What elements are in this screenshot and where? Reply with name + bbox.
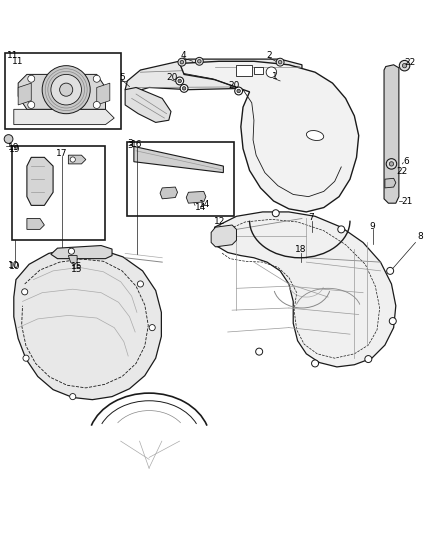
Circle shape: [180, 60, 184, 64]
Text: 11: 11: [12, 57, 24, 66]
Text: 3: 3: [127, 141, 133, 150]
Circle shape: [279, 60, 282, 64]
Circle shape: [237, 89, 240, 93]
Text: 11: 11: [7, 51, 19, 60]
Ellipse shape: [307, 131, 324, 141]
Polygon shape: [68, 256, 77, 265]
Circle shape: [93, 101, 100, 108]
Circle shape: [399, 60, 410, 71]
Bar: [12, 147, 106, 240]
Polygon shape: [211, 225, 237, 247]
Circle shape: [389, 318, 396, 325]
Circle shape: [276, 58, 284, 66]
Text: 12: 12: [214, 217, 226, 227]
Polygon shape: [125, 87, 171, 123]
Circle shape: [195, 58, 203, 65]
Polygon shape: [384, 65, 399, 203]
Circle shape: [178, 79, 181, 83]
Polygon shape: [134, 147, 223, 173]
Polygon shape: [186, 191, 206, 203]
Circle shape: [386, 159, 397, 169]
Text: 20: 20: [166, 74, 177, 83]
Bar: [5, 53, 121, 129]
Text: 19: 19: [9, 146, 21, 155]
Text: 2: 2: [266, 51, 272, 60]
Circle shape: [51, 75, 81, 105]
Circle shape: [68, 248, 74, 254]
Polygon shape: [180, 61, 359, 212]
Text: 14: 14: [195, 204, 206, 213]
Polygon shape: [214, 212, 396, 367]
Text: 17: 17: [56, 149, 67, 158]
Polygon shape: [68, 155, 86, 164]
Polygon shape: [51, 246, 112, 259]
Text: 8: 8: [418, 232, 424, 241]
Bar: [237, 65, 252, 76]
Text: 19: 19: [8, 143, 20, 152]
Circle shape: [235, 87, 243, 95]
Circle shape: [311, 360, 318, 367]
Circle shape: [272, 210, 279, 217]
Text: 18: 18: [295, 245, 307, 254]
Circle shape: [70, 393, 76, 400]
Bar: [254, 67, 263, 75]
Polygon shape: [97, 83, 110, 105]
Polygon shape: [125, 59, 302, 92]
Circle shape: [365, 356, 372, 362]
Text: 14: 14: [199, 200, 211, 209]
Circle shape: [28, 75, 35, 82]
Circle shape: [256, 348, 263, 355]
Circle shape: [387, 268, 394, 274]
Circle shape: [389, 161, 394, 166]
Text: 9: 9: [370, 222, 375, 231]
Polygon shape: [18, 75, 106, 109]
Polygon shape: [27, 157, 53, 205]
Polygon shape: [14, 248, 161, 400]
Circle shape: [93, 75, 100, 82]
Text: 6: 6: [404, 157, 410, 166]
Circle shape: [182, 87, 186, 90]
Text: 10: 10: [8, 261, 20, 270]
Text: 16: 16: [131, 140, 143, 149]
Circle shape: [149, 325, 155, 330]
Circle shape: [42, 66, 90, 114]
Circle shape: [4, 135, 13, 143]
Circle shape: [28, 101, 35, 108]
Text: 15: 15: [71, 262, 82, 271]
Text: 21: 21: [401, 197, 413, 206]
Circle shape: [198, 60, 201, 63]
Circle shape: [23, 355, 29, 361]
Circle shape: [214, 240, 221, 247]
Text: 20: 20: [229, 81, 240, 90]
Circle shape: [403, 63, 407, 68]
Circle shape: [60, 83, 73, 96]
Circle shape: [138, 281, 144, 287]
Circle shape: [178, 58, 186, 66]
Circle shape: [176, 77, 184, 85]
Text: 22: 22: [397, 167, 408, 176]
Text: 4: 4: [180, 51, 186, 60]
Polygon shape: [27, 219, 44, 229]
Text: 3: 3: [127, 139, 133, 148]
Text: 10: 10: [9, 262, 21, 271]
Polygon shape: [18, 83, 31, 105]
Polygon shape: [14, 109, 114, 125]
Circle shape: [338, 226, 345, 233]
Circle shape: [266, 67, 277, 77]
Polygon shape: [160, 187, 177, 199]
Text: 22: 22: [405, 58, 416, 67]
Polygon shape: [385, 179, 396, 188]
Text: 5: 5: [119, 74, 125, 83]
Bar: [127, 142, 234, 216]
Circle shape: [21, 289, 28, 295]
Circle shape: [180, 84, 188, 92]
Text: 15: 15: [71, 265, 83, 274]
Circle shape: [70, 157, 75, 162]
Text: 1: 1: [272, 72, 278, 81]
Text: 7: 7: [309, 213, 314, 222]
